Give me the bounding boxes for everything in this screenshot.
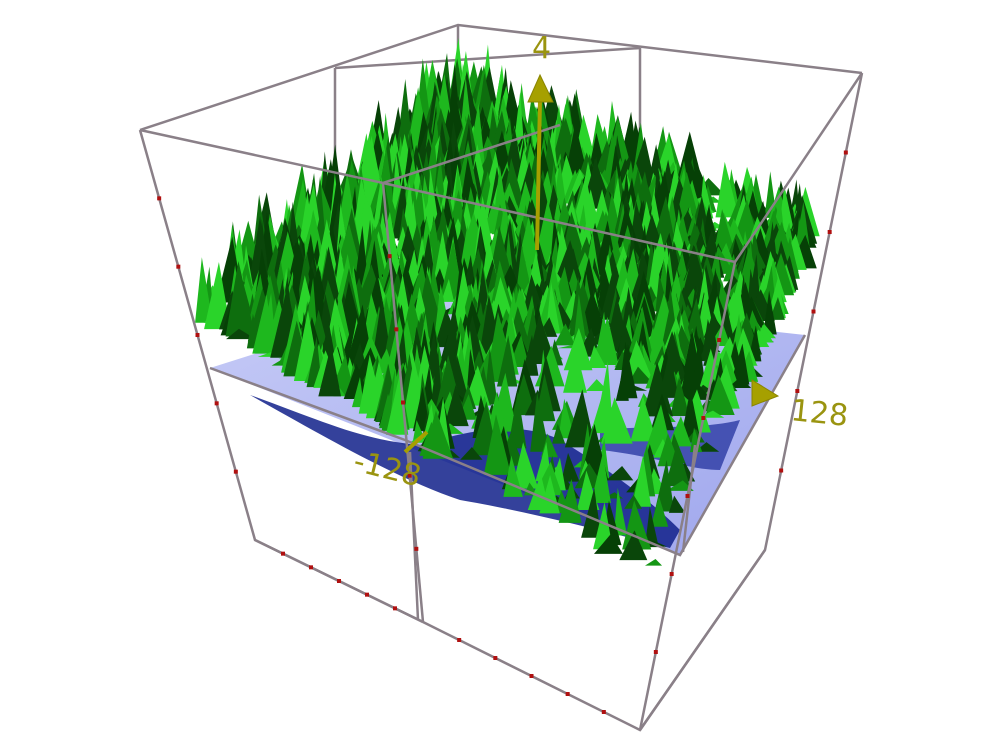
- frame-tick: [669, 572, 674, 576]
- terrain-spike: [587, 345, 607, 368]
- terrain-spike: [769, 296, 785, 320]
- frame-tick: [843, 150, 848, 155]
- frame-tick: [157, 196, 162, 201]
- frame-tick: [407, 473, 412, 478]
- terrain-spike: [204, 262, 231, 330]
- frame-tick: [811, 309, 816, 314]
- terrain-spike: [665, 442, 690, 487]
- frame-tick: [457, 638, 462, 642]
- terrain-spike: [385, 374, 409, 435]
- terrain-spike: [692, 335, 706, 388]
- z-axis-arrow: [527, 73, 554, 251]
- terrain-spike: [763, 290, 777, 335]
- terrain-spike: [645, 506, 659, 546]
- frame-tick: [176, 264, 181, 269]
- terrain-spike: [581, 488, 602, 538]
- terrain-spike: [444, 384, 469, 427]
- terrain-spike: [670, 376, 690, 417]
- terrain-spike: [650, 495, 669, 527]
- terrain-spike: [624, 494, 643, 509]
- y-axis-arrow: [751, 379, 780, 407]
- frame-tick: [214, 401, 219, 406]
- terrain-spike: [593, 316, 619, 365]
- terrain-spike: [628, 366, 654, 384]
- terrain-surface: [195, 37, 820, 566]
- frame-tick: [653, 650, 658, 654]
- frame-tick: [795, 389, 800, 393]
- z-axis-max-label: 4: [532, 31, 551, 66]
- frame-tick: [414, 546, 419, 551]
- terrain-spike: [511, 442, 539, 489]
- terrain-spike: [422, 410, 454, 459]
- terrain-spike: [642, 361, 674, 417]
- terrain-spike: [679, 346, 700, 399]
- terrain-spike: [622, 500, 652, 550]
- terrain-spike: [460, 446, 483, 460]
- terrain-spike: [600, 397, 633, 444]
- frame-tick: [195, 333, 200, 337]
- terrain-spike: [729, 343, 750, 385]
- frame-ticks: [157, 150, 848, 714]
- frame-tick: [365, 592, 369, 597]
- terrain-spike: [690, 427, 703, 453]
- terrain-spike: [552, 423, 566, 444]
- frame-tick: [387, 254, 392, 259]
- terrain-spike: [723, 253, 740, 282]
- terrain-spike: [252, 294, 275, 354]
- terrain-spike: [727, 376, 752, 388]
- frame-tick: [685, 494, 690, 498]
- terrain-spike: [586, 379, 609, 391]
- frame-tick: [529, 674, 534, 678]
- frame-tick: [493, 656, 498, 660]
- terrain-spike: [613, 487, 628, 536]
- terrain-spike: [441, 278, 455, 302]
- terrain-spike: [561, 452, 580, 482]
- terrain-spike: [563, 327, 593, 371]
- terrain-spike: [705, 374, 735, 416]
- frame-tick: [233, 469, 238, 474]
- terrain-spike: [590, 453, 611, 503]
- frame-tick: [779, 468, 784, 473]
- terrain-spike: [666, 480, 694, 491]
- terrain-spike: [226, 328, 256, 340]
- terrain-spike: [644, 558, 663, 566]
- frame-tick: [701, 416, 706, 420]
- terrain-spike: [630, 396, 657, 442]
- terrain-spike: [483, 414, 511, 475]
- terrain-spike: [715, 161, 739, 218]
- terrain-spike: [554, 323, 576, 346]
- frame-tick: [565, 692, 570, 696]
- terrain-spike: [351, 377, 364, 408]
- terrain-spike: [530, 392, 550, 452]
- terrain-spike: [318, 344, 342, 397]
- frame-tick: [309, 565, 313, 570]
- frame-tick: [393, 606, 397, 611]
- terrain-spike: [606, 465, 634, 481]
- terrain-spike: [558, 398, 575, 439]
- terrain-spike: [593, 534, 623, 554]
- frame-tick: [717, 338, 722, 342]
- frame-tick: [401, 400, 405, 405]
- terrain-spike: [668, 495, 686, 513]
- frame-tick: [394, 327, 399, 332]
- terrain-spike: [631, 455, 652, 507]
- terrain-spike: [615, 365, 629, 401]
- terrain-spike: [225, 261, 256, 337]
- terrain-spike: [507, 391, 527, 449]
- x-axis-arrow: [403, 430, 429, 454]
- y-axis-max-label: 128: [789, 393, 850, 434]
- frame-tick: [337, 579, 341, 583]
- terrain-spike: [563, 345, 587, 393]
- terrain-spike: [680, 388, 701, 442]
- frame-tick: [827, 230, 832, 234]
- terrain-spike: [195, 257, 213, 323]
- frame-tick: [281, 551, 285, 556]
- frame-tick: [601, 710, 606, 714]
- terrain-spike: [496, 335, 518, 387]
- terrain-spike: [619, 530, 648, 561]
